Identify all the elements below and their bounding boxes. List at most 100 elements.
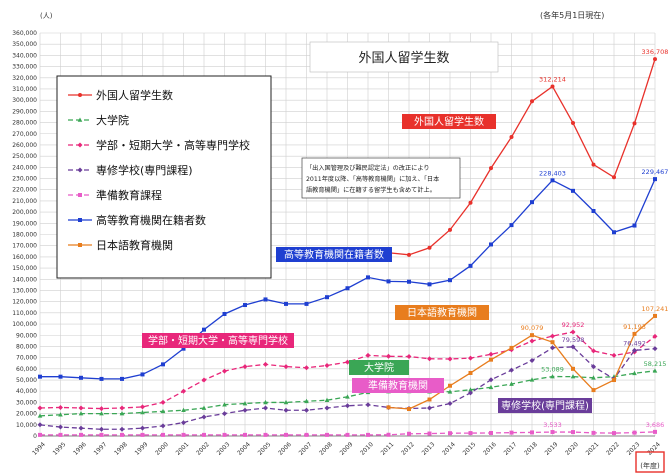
data-point — [283, 407, 289, 413]
data-label: 79,598 — [562, 336, 585, 344]
data-point — [304, 407, 309, 413]
x-tick-label: 2022 — [605, 441, 621, 457]
data-point — [489, 357, 493, 362]
series-tag-bg — [352, 378, 444, 393]
series-tag-bg — [276, 247, 392, 262]
x-tick-label: 1999 — [134, 441, 150, 457]
legend-entry: 専修学校(専門課程) — [96, 163, 193, 177]
series-1 — [37, 368, 658, 418]
data-point — [468, 370, 473, 375]
data-label: 58,215 — [644, 360, 667, 368]
data-point — [550, 340, 555, 345]
data-point — [632, 223, 637, 228]
series-tag-bg — [395, 305, 489, 320]
data-point — [324, 405, 330, 411]
data-point — [488, 377, 494, 383]
x-tick-label: 2016 — [482, 441, 498, 457]
series-tag-label: 日本語教育機関 — [407, 306, 477, 319]
y-tick-label: 90,000 — [16, 332, 37, 339]
x-tick-label: 2002 — [195, 441, 211, 457]
data-point — [653, 313, 657, 318]
y-tick-label: 150,000 — [12, 265, 37, 272]
data-point — [161, 432, 165, 437]
data-point — [489, 166, 493, 171]
x-tick-label: 2013 — [421, 441, 437, 457]
data-point — [591, 430, 596, 435]
y-tick-label: 130,000 — [12, 287, 37, 294]
data-point — [468, 387, 473, 392]
data-label: 90,079 — [521, 324, 544, 332]
y-tick-label: 30,000 — [16, 399, 37, 406]
data-point — [591, 162, 596, 167]
data-label: 3,686 — [646, 421, 665, 429]
data-point — [242, 401, 248, 406]
data-point — [653, 57, 657, 62]
y-axis-ticks: 0 10,000 20,000 30,000 40,000 50,000 60,000 70,… — [12, 30, 37, 440]
data-point — [58, 412, 63, 417]
data-point — [78, 425, 84, 431]
data-point — [571, 188, 575, 193]
x-tick-label: 2015 — [462, 441, 478, 457]
x-tick-label: 1997 — [93, 441, 109, 457]
data-point — [550, 333, 555, 339]
y-tick-label: 10,000 — [16, 422, 37, 429]
data-point — [489, 242, 493, 247]
data-point — [407, 252, 411, 257]
data-point — [284, 432, 288, 437]
x-tick-label: 2020 — [564, 441, 580, 457]
data-point — [38, 374, 42, 379]
data-point — [448, 278, 452, 283]
data-point — [448, 227, 452, 232]
data-point — [78, 405, 84, 411]
data-point — [612, 378, 616, 383]
data-point — [530, 200, 534, 205]
y-tick-label: 360,000 — [12, 30, 37, 37]
data-point — [427, 245, 432, 250]
data-point — [386, 353, 391, 359]
data-point — [58, 404, 63, 410]
data-point — [222, 368, 227, 374]
y-tick-label: 310,000 — [12, 86, 37, 93]
data-point — [632, 121, 637, 126]
data-point — [550, 430, 555, 435]
data-point — [427, 405, 432, 411]
data-point — [488, 384, 494, 390]
data-point — [304, 365, 309, 371]
data-point — [571, 366, 575, 371]
data-point — [263, 432, 268, 437]
data-point — [591, 364, 596, 370]
data-point — [120, 432, 124, 437]
data-point — [201, 377, 207, 383]
data-point — [529, 357, 535, 363]
series-tag-bg — [349, 360, 409, 375]
data-point — [37, 413, 43, 418]
data-point — [325, 295, 329, 300]
x-tick-label: 2018 — [523, 441, 539, 457]
data-point — [37, 405, 43, 411]
data-point — [550, 345, 555, 351]
data-point — [407, 407, 411, 412]
data-point — [509, 430, 514, 435]
series-4 — [38, 429, 657, 437]
data-point — [140, 404, 145, 410]
data-label: 76,492 — [623, 339, 646, 347]
data-point — [611, 352, 617, 358]
x-tick-label: 1994 — [31, 441, 47, 457]
data-point — [632, 370, 637, 376]
data-point — [222, 311, 227, 316]
y-tick-label: 70,000 — [16, 355, 37, 362]
data-point — [652, 333, 658, 339]
y-tick-label: 230,000 — [12, 176, 37, 183]
x-axis-label: (年度) — [640, 461, 660, 470]
data-label: 91,193 — [623, 323, 646, 331]
y-tick-label: 180,000 — [12, 232, 37, 239]
data-point — [447, 356, 453, 362]
series-tag-bg — [498, 398, 592, 413]
data-point — [202, 327, 206, 332]
data-point — [612, 175, 616, 180]
x-tick-label: 2005 — [257, 441, 273, 457]
x-tick-label: 2001 — [175, 441, 191, 457]
series-tag-label: 高等教育機関在籍者数 — [284, 248, 384, 261]
